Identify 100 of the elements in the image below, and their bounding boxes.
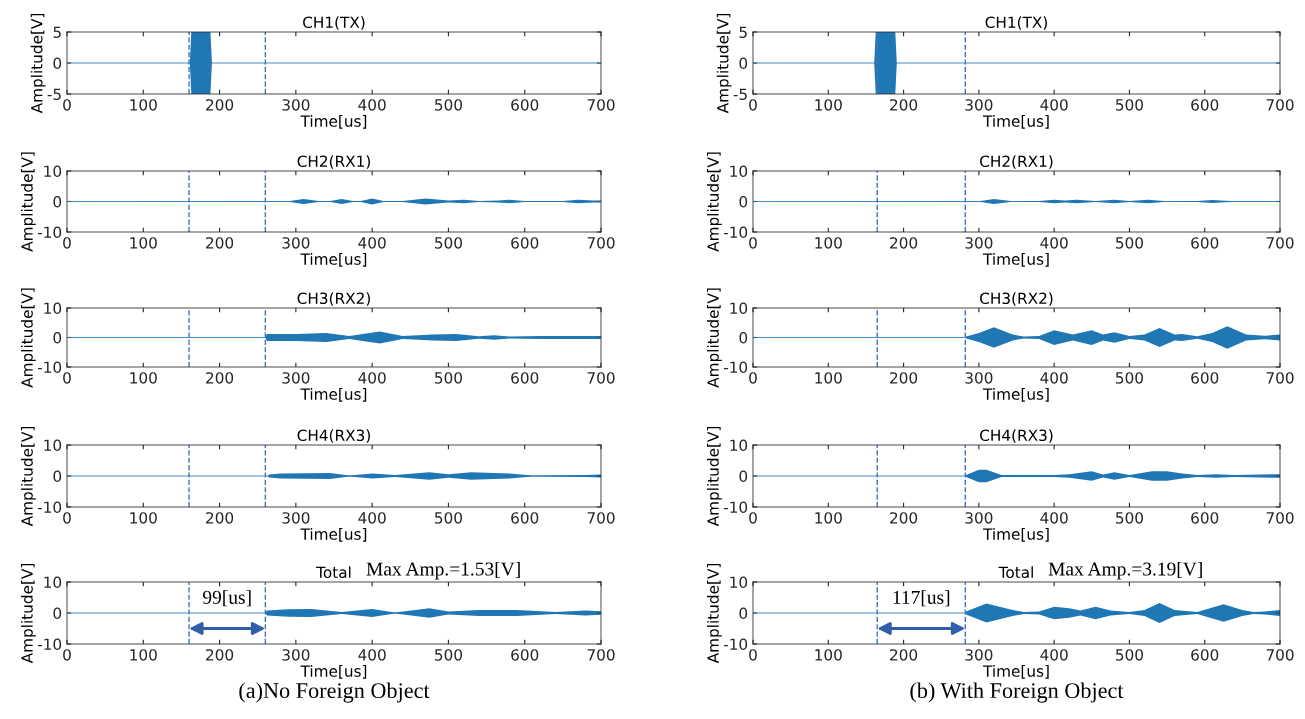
chart-title: CH3(RX2) — [297, 292, 370, 306]
y-axis-title: Amplitude[V] — [716, 13, 732, 114]
y-tick-label: -10 — [37, 638, 62, 651]
y-tick-label: -10 — [37, 361, 62, 374]
x-tick-label: 0 — [749, 649, 757, 661]
x-axis-title: Time[us] — [982, 115, 1049, 129]
x-tick-label: 300 — [282, 372, 310, 384]
x-tick-label: 0 — [63, 512, 71, 524]
x-tick-label: 300 — [965, 649, 993, 661]
x-tick-label: 0 — [63, 649, 71, 661]
x-tick-label: 200 — [206, 372, 234, 384]
x-tick-label: 500 — [435, 237, 462, 249]
annotation: 117[us] — [893, 590, 950, 607]
x-tick-label: 600 — [1191, 512, 1219, 524]
x-tick-label: 0 — [749, 372, 757, 384]
x-tick-label: 100 — [815, 649, 842, 661]
x-tick-label: 600 — [1191, 372, 1219, 384]
y-tick-label: 10 — [730, 165, 748, 178]
x-tick-label: 700 — [1266, 372, 1294, 384]
x-tick-label: 400 — [1040, 512, 1068, 524]
y-axis-title: Amplitude[V] — [30, 13, 46, 114]
x-tick-label: 300 — [282, 99, 310, 111]
x-tick-label: 700 — [587, 512, 615, 524]
x-tick-label: 700 — [587, 372, 615, 384]
y-tick-label: -5 — [733, 88, 747, 101]
x-tick-label: 400 — [358, 512, 386, 524]
x-tick-label: 200 — [890, 512, 918, 524]
x-tick-label: 0 — [63, 237, 71, 249]
y-axis-title: Amplitude[V] — [21, 426, 36, 527]
x-tick-label: 600 — [511, 237, 539, 249]
x-tick-label: 500 — [435, 512, 462, 524]
x-tick-label: 600 — [1191, 237, 1219, 249]
y-tick-label: 10 — [730, 576, 748, 589]
x-tick-label: 600 — [1191, 99, 1219, 111]
y-tick-label: 0 — [739, 57, 748, 70]
x-tick-label: 500 — [1116, 237, 1143, 249]
y-tick-label: 5 — [53, 26, 61, 39]
text: (a)No Foreign Object — [239, 682, 430, 703]
y-tick-label: 0 — [739, 607, 748, 620]
y-tick-label: 0 — [53, 195, 62, 208]
x-tick-label: 700 — [1266, 237, 1294, 249]
x-tick-label: 100 — [130, 512, 157, 524]
y-axis-title: Amplitude[V] — [707, 426, 722, 527]
text: Max Amp.=1.53[V] — [366, 561, 520, 580]
y-tick-label: 0 — [53, 470, 62, 483]
y-tick-label: -10 — [37, 226, 62, 239]
x-tick-label: 700 — [1266, 99, 1294, 111]
x-tick-label: 600 — [511, 99, 539, 111]
y-tick-label: 0 — [739, 470, 748, 483]
y-tick-label: 10 — [730, 439, 748, 452]
x-tick-label: 100 — [815, 512, 842, 524]
x-tick-label: 500 — [435, 99, 462, 111]
x-tick-label: 500 — [1116, 512, 1143, 524]
x-tick-label: 100 — [815, 99, 842, 111]
x-tick-label: 500 — [1116, 649, 1143, 661]
y-tick-label: 10 — [44, 576, 62, 589]
chart-title: CH2(RX1) — [980, 155, 1053, 169]
x-tick-label: 500 — [1116, 372, 1143, 384]
x-axis-title: Time[us] — [982, 253, 1049, 267]
x-tick-label: 200 — [206, 237, 234, 249]
x-tick-label: 400 — [1040, 649, 1068, 661]
x-tick-label: 700 — [587, 649, 615, 661]
x-tick-label: 100 — [815, 372, 842, 384]
x-axis-title: Time[us] — [982, 388, 1049, 402]
x-tick-label: 600 — [511, 512, 539, 524]
x-tick-label: 400 — [1040, 372, 1068, 384]
y-tick-label: -10 — [37, 501, 62, 514]
y-tick-label: 0 — [53, 331, 62, 344]
x-tick-label: 200 — [890, 372, 918, 384]
x-tick-label: 0 — [749, 99, 757, 111]
y-tick-label: -10 — [723, 501, 748, 514]
x-axis-title: Time[us] — [982, 665, 1049, 679]
text: Max Amp.=3.19[V] — [1048, 561, 1202, 580]
chart-title: CH4(RX3) — [980, 429, 1053, 443]
x-tick-label: 200 — [890, 649, 918, 661]
y-tick-label: 10 — [44, 302, 62, 315]
chart-title: CH1(TX) — [303, 16, 365, 30]
x-tick-label: 0 — [63, 99, 71, 111]
x-tick-label: 200 — [890, 237, 918, 249]
x-tick-label: 700 — [1266, 649, 1294, 661]
x-tick-label: 100 — [130, 237, 157, 249]
x-tick-label: 600 — [1191, 649, 1219, 661]
y-tick-label: 10 — [730, 302, 748, 315]
x-tick-label: 300 — [282, 512, 310, 524]
y-axis-title: Amplitude[V] — [707, 288, 722, 388]
x-tick-label: 300 — [282, 237, 310, 249]
y-axis-title: Amplitude[V] — [707, 152, 722, 252]
annotation: 99[us] — [202, 590, 251, 607]
x-tick-label: 100 — [130, 99, 157, 111]
x-tick-label: 400 — [358, 99, 386, 111]
x-tick-label: 100 — [130, 372, 157, 384]
x-tick-label: 100 — [815, 237, 842, 249]
y-tick-label: 0 — [739, 195, 748, 208]
x-tick-label: 700 — [587, 237, 615, 249]
x-tick-label: 400 — [358, 237, 386, 249]
text: (b) With Foreign Object — [910, 682, 1124, 703]
x-tick-label: 700 — [587, 99, 615, 111]
y-tick-label: 10 — [44, 439, 62, 452]
y-tick-label: 10 — [44, 165, 62, 178]
y-tick-label: 0 — [739, 331, 748, 344]
